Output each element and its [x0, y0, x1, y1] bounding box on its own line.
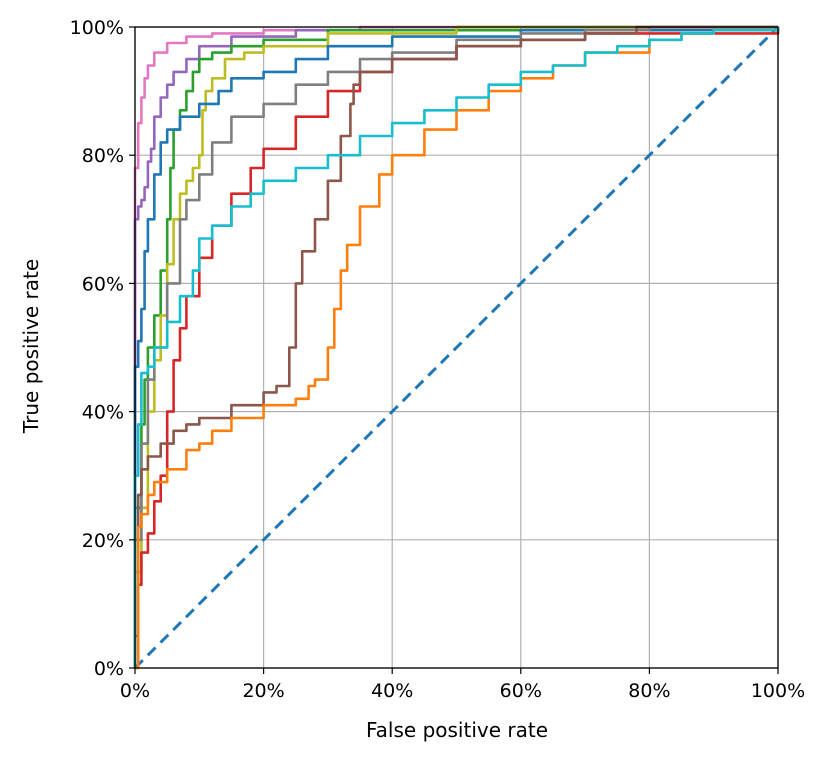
reference-line [133, 25, 780, 670]
y-tick-label: 40% [82, 402, 124, 424]
roc-curve-series-10 [133, 27, 780, 668]
y-tick-label: 20% [82, 530, 124, 552]
roc-curve-series-4 [133, 25, 778, 668]
x-tick-label: 20% [242, 680, 284, 702]
roc-curves [133, 25, 780, 670]
x-tick-label: 40% [371, 680, 413, 702]
y-tick-label: 100% [70, 17, 124, 39]
diagonal-reference-line [133, 25, 780, 670]
roc-curve-series-1 [133, 25, 778, 668]
roc-curve-series-8 [133, 25, 778, 668]
plot-frame [134, 26, 779, 669]
y-axis-label: True positive rate [19, 259, 43, 434]
y-axis-ticks: 0% 20% 40% 60% 80% 100% [70, 17, 135, 680]
x-axis-label: False positive rate [366, 718, 548, 742]
y-tick-label: 0% [94, 658, 124, 680]
x-tick-label: 60% [500, 680, 542, 702]
x-axis-ticks: 0% 20% 40% 60% 80% 100% [120, 668, 805, 702]
y-tick-label: 60% [82, 273, 124, 295]
roc-curve-series-2 [133, 25, 778, 668]
roc-curve-series-6 [133, 25, 778, 668]
y-tick-label: 80% [82, 145, 124, 167]
roc-curve-series-5 [133, 27, 780, 668]
x-tick-label: 0% [120, 680, 150, 702]
x-tick-label: 80% [628, 680, 670, 702]
x-tick-label: 100% [751, 680, 805, 702]
